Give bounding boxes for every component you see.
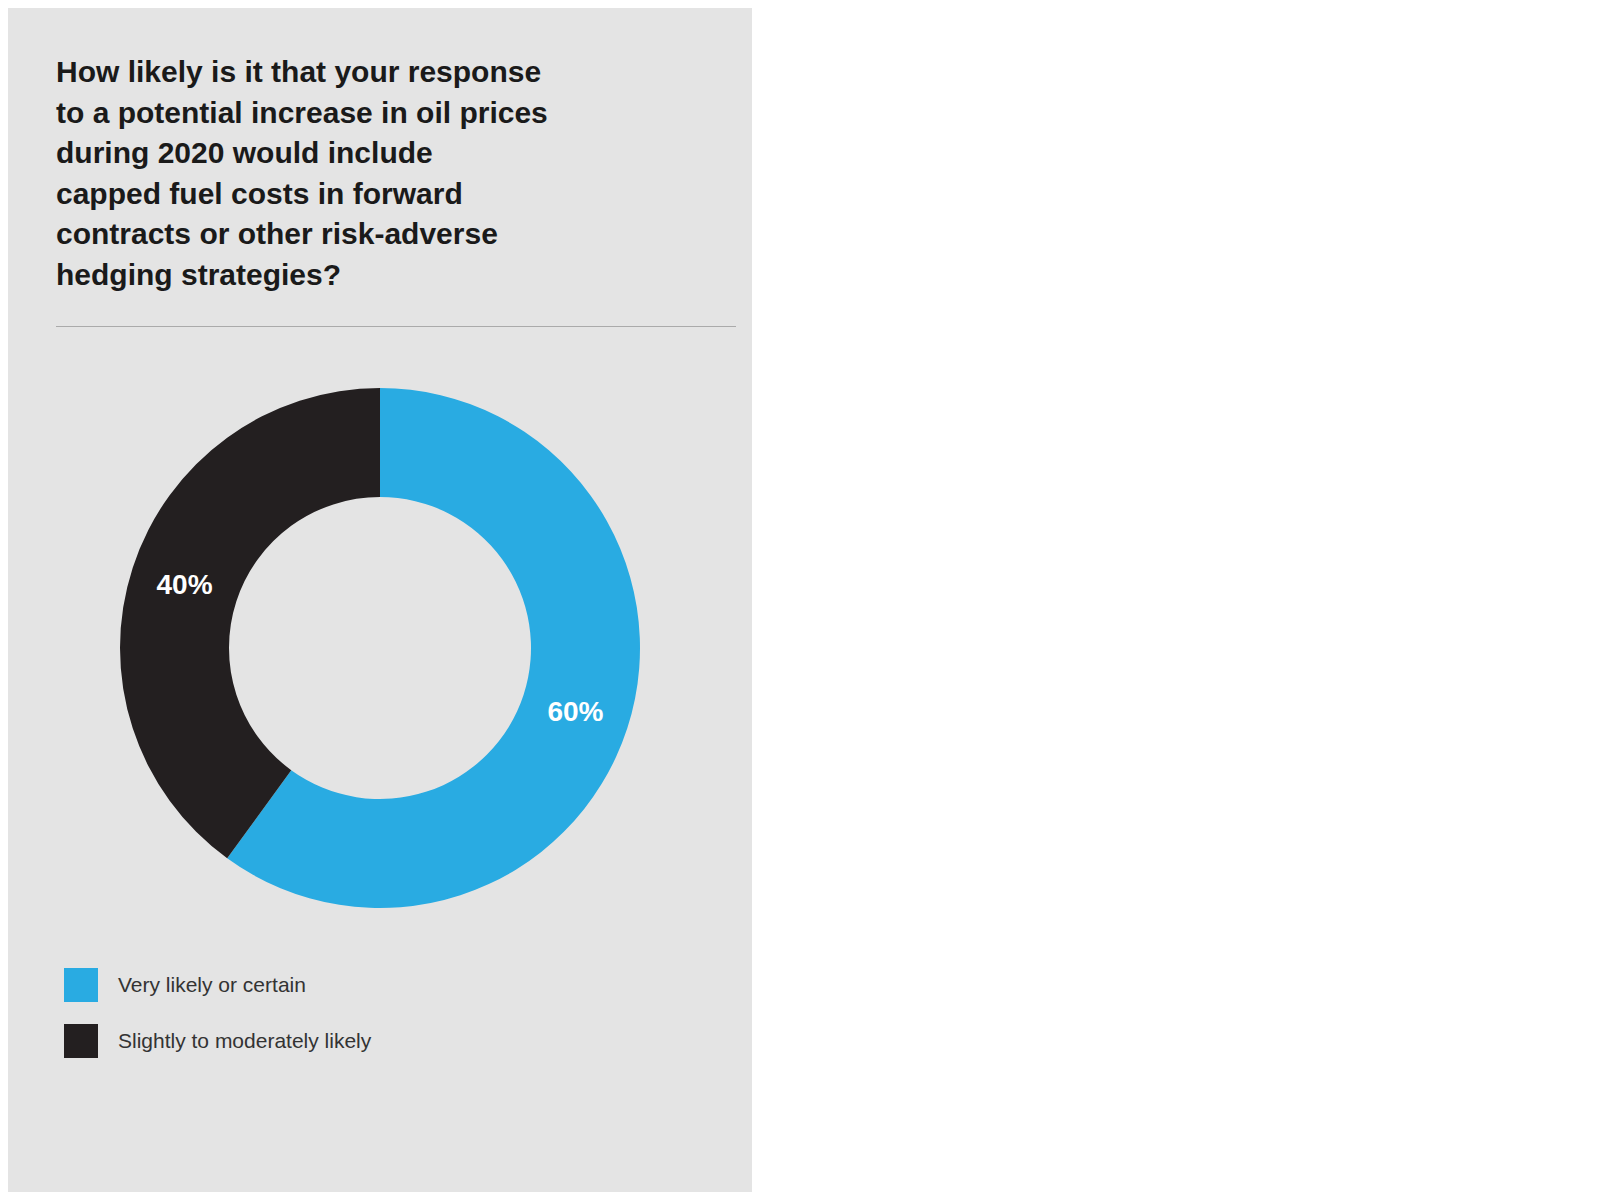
html-text:to a potential increase in oil: to a potential increase in oil prices xyxy=(56,95,548,129)
svg-text:60%: 60% xyxy=(547,696,603,727)
html-text:Slightly to moderately likely: Slightly to moderately likely xyxy=(118,1029,372,1052)
svg-text:40%: 40% xyxy=(157,569,213,600)
html-text:contracts or other risk-advers: contracts or other risk-adverse xyxy=(56,217,498,250)
html-text:Very likely or certain: Very likely or certain xyxy=(118,973,306,996)
html-text:capped fuel costs in forward: capped fuel costs in forward xyxy=(56,176,463,210)
html-text:How likely is it that your res: How likely is it that your response xyxy=(56,55,542,88)
html-text:during 2020 would include: during 2020 would include xyxy=(56,136,433,169)
html-text:hedging strategies?: hedging strategies? xyxy=(56,257,341,291)
